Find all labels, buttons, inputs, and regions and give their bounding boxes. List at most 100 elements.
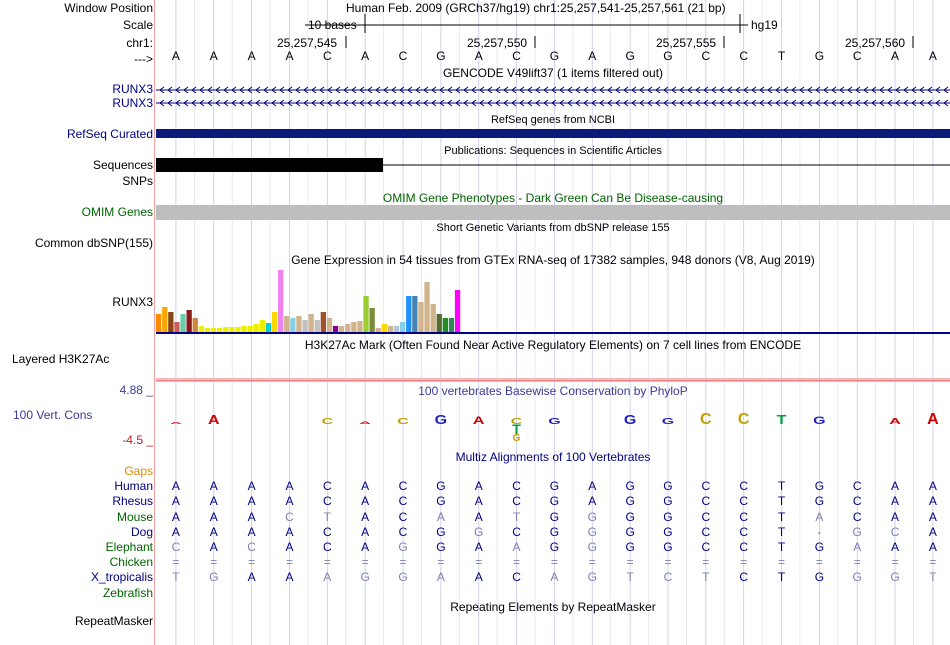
gtex-track-title[interactable]: Gene Expression in 54 tissues from GTEx … [291, 253, 815, 267]
species-label[interactable]: Gaps [124, 464, 153, 478]
alignment-base: C [701, 494, 711, 509]
species-label[interactable]: Dog [130, 524, 153, 539]
strand-arrow [367, 86, 373, 94]
chr-label: chr1: [126, 36, 153, 50]
strand-arrow [399, 86, 405, 94]
species-label[interactable]: X_tropicalis [90, 570, 153, 585]
strand-arrow [511, 99, 517, 107]
species-label[interactable]: Mouse [116, 509, 153, 524]
strand-arrow [527, 99, 533, 107]
alignment-base: A [285, 524, 294, 539]
alignment-base: G [663, 479, 673, 494]
alignment-base: C [512, 570, 521, 585]
phylop-track-label[interactable]: 100 Vert. Cons [13, 408, 93, 422]
strand-arrow [511, 86, 517, 94]
publications-track-label[interactable]: Sequences [92, 158, 153, 172]
base-letter: A [247, 49, 256, 63]
strand-arrow [183, 86, 189, 94]
strand-arrow [863, 86, 869, 94]
strand-arrow [295, 99, 301, 107]
gtex-bar [290, 318, 296, 332]
strand-arrow [751, 99, 757, 107]
species-label[interactable]: Human [114, 479, 153, 494]
gtex-bar [320, 312, 326, 332]
alignment-base: A [247, 570, 256, 585]
alignment-base: G [398, 540, 408, 554]
strand-arrow [631, 99, 637, 107]
strand-arrow [479, 86, 485, 94]
strand-arrow [823, 86, 829, 94]
alignment-base: C [322, 540, 332, 554]
strand-arrow [191, 86, 197, 94]
strand-arrow [879, 99, 885, 107]
phylop-letter: C [738, 411, 750, 428]
snps-track-label[interactable]: SNPs [122, 174, 153, 188]
h3k27ac-track-label[interactable]: Layered H3K27Ac [12, 352, 110, 366]
alignment-base: A [928, 509, 937, 524]
strand-arrow [255, 86, 261, 94]
alignment-base: C [739, 540, 748, 554]
strand-arrow [223, 99, 229, 107]
dbsnp-track-label[interactable]: Common dbSNP(155) [34, 236, 153, 250]
species-label[interactable]: Chicken [109, 555, 153, 570]
strand-arrow [639, 86, 645, 94]
h3k27ac-track-title[interactable]: H3K27Ac Mark (Often Found Near Active Re… [304, 338, 802, 352]
gencode-item-label[interactable]: RUNX3 [112, 82, 153, 96]
strand-arrow [871, 86, 877, 94]
gencode-track-title[interactable]: GENCODE V49lift37 (1 items filtered out) [442, 66, 664, 80]
gencode-item-label[interactable]: RUNX3 [112, 96, 153, 110]
strand-arrow [759, 99, 765, 107]
gtex-bar [387, 326, 394, 332]
species-label[interactable]: Rhesus [112, 494, 153, 509]
alignment-base: G [625, 540, 635, 554]
alignment-base: T [777, 479, 786, 494]
alignment-base: A [361, 509, 370, 524]
repeatmasker-track-title[interactable]: Repeating Elements by RepeatMasker [450, 600, 656, 614]
strand-arrow [671, 86, 677, 94]
omim-track-label[interactable]: OMIM Genes [81, 205, 153, 219]
alignment-base: G [436, 524, 446, 539]
gtex-bar [198, 326, 204, 332]
gtex-track-label[interactable]: RUNX3 [112, 295, 153, 309]
gtex-bar [436, 314, 442, 332]
alignment-base: G [814, 540, 825, 554]
alignment-base: C [852, 509, 862, 524]
strand-arrow [743, 86, 749, 94]
alignment-base: C [701, 524, 711, 539]
repeatmasker-track-label[interactable]: RepeatMasker [74, 614, 153, 628]
alignment-base: A [209, 509, 218, 524]
phylop-track-title[interactable]: 100 vertebrates Basewise Conservation by… [418, 384, 688, 398]
species-label[interactable]: Zebrafish [102, 585, 153, 600]
alignment-base: A [285, 494, 294, 509]
phylop-letter: A [208, 413, 220, 427]
alignment-base: = [588, 555, 596, 570]
multiz-track-title[interactable]: Multiz Alignments of 100 Vertebrates [455, 450, 651, 464]
gtex-bar [357, 321, 363, 332]
omim-track-title[interactable]: OMIM Gene Phenotypes - Dark Green Can Be… [382, 191, 724, 205]
strand-arrow [647, 86, 653, 94]
refseq-track-title[interactable]: RefSeq genes from NCBI [490, 114, 616, 126]
strand-arrow [247, 86, 253, 94]
refseq-track-label[interactable]: RefSeq Curated [66, 127, 153, 141]
strand-arrow [831, 99, 837, 107]
position-title[interactable]: Human Feb. 2009 (GRCh37/hg19) chr1:25,25… [346, 1, 726, 15]
alignment-base: = [437, 555, 445, 570]
strand-arrow [431, 99, 437, 107]
gtex-bar [271, 312, 278, 332]
strand-arrow [439, 86, 445, 94]
alignment-base: A [436, 509, 445, 524]
strand-arrow [775, 99, 781, 107]
gtex-bar [339, 326, 345, 332]
gtex-bar [375, 328, 381, 332]
gtex-bar [247, 326, 253, 332]
alignment-base: = [626, 555, 634, 570]
species-label[interactable]: Elephant [105, 540, 153, 554]
dbsnp-track-title[interactable]: Short Genetic Variants from dbSNP releas… [436, 222, 670, 234]
publications-track-title[interactable]: Publications: Sequences in Scientific Ar… [444, 145, 662, 157]
strand-arrow [559, 99, 565, 107]
phylop-letter: G [513, 433, 521, 444]
strand-arrow [815, 99, 821, 107]
alignment-base: = [513, 555, 521, 570]
alignment-base: A [171, 479, 180, 494]
alignment-base: G [549, 540, 560, 554]
